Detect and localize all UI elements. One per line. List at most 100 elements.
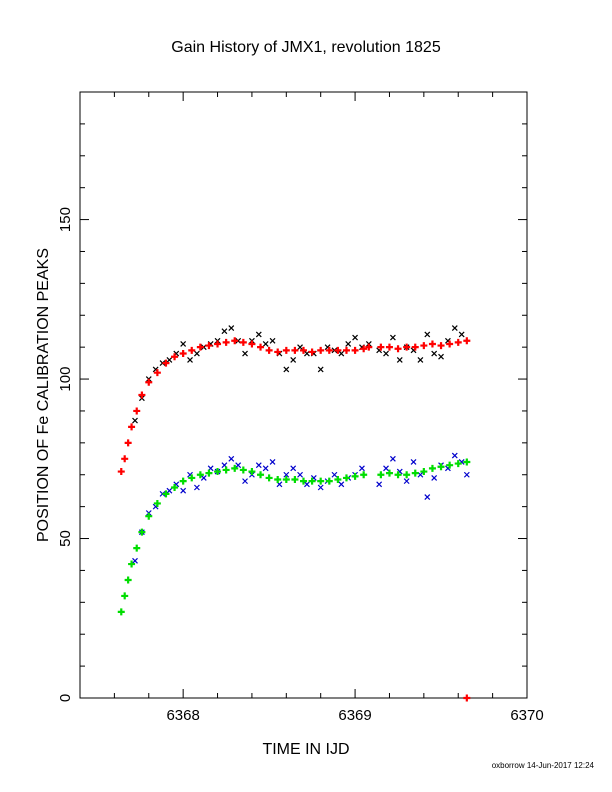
data-point xyxy=(308,348,316,356)
data-point xyxy=(417,356,424,363)
data-point xyxy=(166,356,173,363)
data-point xyxy=(222,466,230,474)
series-3 xyxy=(117,458,471,616)
data-point xyxy=(180,487,187,494)
data-point xyxy=(269,337,276,344)
data-point xyxy=(345,341,352,347)
data-point xyxy=(297,471,303,478)
data-point xyxy=(171,483,179,491)
series-0 xyxy=(132,325,465,424)
data-point xyxy=(317,477,325,485)
data-point xyxy=(383,350,389,357)
data-point xyxy=(389,334,396,341)
data-point xyxy=(424,331,431,338)
data-point xyxy=(463,471,470,478)
y-tick-label: 0 xyxy=(57,694,74,702)
data-point xyxy=(300,346,307,354)
data-point xyxy=(352,334,359,341)
x-tick-label: 6370 xyxy=(510,707,543,724)
data-point xyxy=(325,477,333,485)
data-point xyxy=(205,342,213,350)
data-point xyxy=(196,471,204,479)
data-point xyxy=(304,481,310,488)
data-point xyxy=(420,468,428,476)
data-point xyxy=(196,343,204,351)
data-point xyxy=(133,407,141,415)
data-point xyxy=(437,342,445,350)
data-point xyxy=(454,338,462,346)
data-point xyxy=(451,452,458,459)
data-point xyxy=(257,471,265,479)
data-point xyxy=(188,474,196,482)
data-point xyxy=(274,348,282,356)
data-point xyxy=(446,461,454,469)
x-axis-label: TIME IN IJD xyxy=(262,741,349,758)
data-point xyxy=(162,359,170,367)
data-point xyxy=(334,346,342,354)
data-point xyxy=(420,342,428,350)
data-point xyxy=(410,459,417,465)
data-point xyxy=(274,476,282,484)
data-point xyxy=(128,560,136,568)
data-point xyxy=(231,464,239,472)
data-point xyxy=(411,343,419,351)
data-point xyxy=(166,487,173,494)
axes: 0 50 100 150 6368 6369 6370 xyxy=(57,91,544,724)
data-point xyxy=(265,474,273,482)
data-point xyxy=(171,353,179,361)
series-2 xyxy=(117,337,471,702)
data-point xyxy=(451,325,458,331)
data-point xyxy=(317,346,325,354)
data-point xyxy=(365,343,373,351)
data-point xyxy=(145,378,153,386)
data-point xyxy=(411,469,419,477)
data-point xyxy=(331,471,338,478)
data-point xyxy=(242,350,248,357)
data-point xyxy=(179,477,187,485)
data-point xyxy=(377,471,385,479)
data-point xyxy=(214,468,222,476)
data-point xyxy=(162,490,170,498)
data-point xyxy=(377,343,385,351)
data-point xyxy=(257,343,265,351)
y-tick-label: 150 xyxy=(57,207,74,232)
data-point xyxy=(428,464,436,472)
data-point xyxy=(262,465,269,472)
data-point xyxy=(239,338,247,346)
data-point xyxy=(205,469,213,477)
data-point xyxy=(121,455,129,463)
data-point xyxy=(431,475,438,481)
data-point xyxy=(325,346,333,354)
data-point xyxy=(342,346,350,354)
data-point xyxy=(228,455,235,462)
data-point xyxy=(359,465,365,472)
data-point xyxy=(376,481,383,488)
x-tick-label: 6369 xyxy=(338,707,371,724)
timestamp-footer: oxborrow 14-Jun-2017 12:24 xyxy=(492,761,595,770)
x-tick-label: 6368 xyxy=(166,707,199,724)
data-point xyxy=(283,471,290,478)
data-point xyxy=(231,337,239,345)
data-point xyxy=(291,346,299,354)
data-point xyxy=(132,417,138,424)
data-point xyxy=(396,356,403,363)
data-point xyxy=(214,340,222,348)
data-point xyxy=(145,512,153,520)
data-point xyxy=(235,462,242,469)
data-point xyxy=(239,466,247,474)
series-1 xyxy=(132,452,470,564)
data-point xyxy=(228,325,235,331)
data-point xyxy=(291,476,299,484)
data-point xyxy=(428,340,436,348)
data-point xyxy=(338,481,345,488)
data-point xyxy=(446,340,454,348)
data-point xyxy=(438,353,444,360)
data-point xyxy=(180,341,187,347)
data-point xyxy=(431,350,438,357)
data-point xyxy=(334,476,342,484)
data-point xyxy=(117,608,125,616)
data-point xyxy=(283,366,290,373)
data-point xyxy=(193,350,200,357)
data-point xyxy=(424,494,431,500)
